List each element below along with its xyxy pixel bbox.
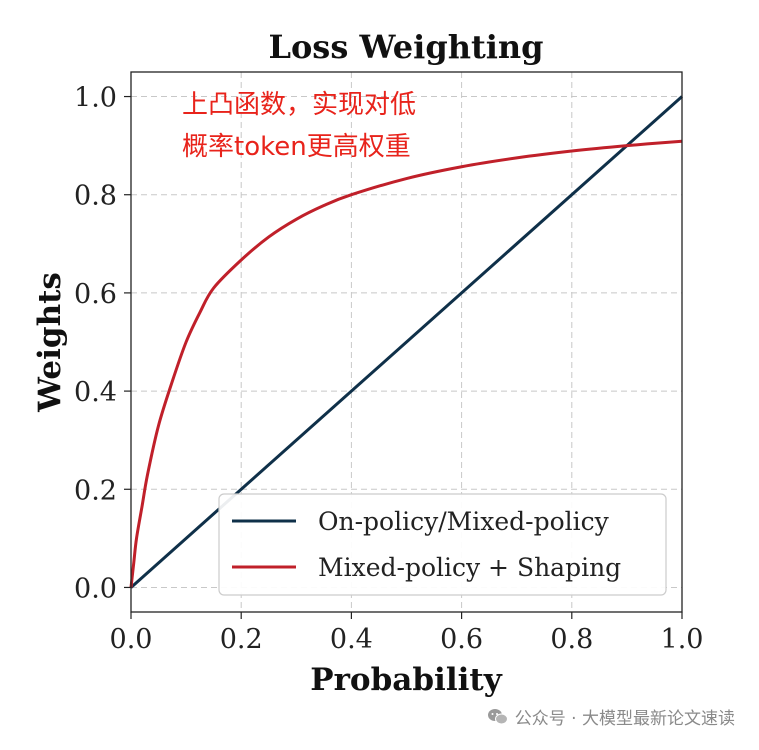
y-tick-label: 0.8 [74, 181, 117, 212]
x-tick-label: 1.0 [661, 624, 704, 655]
x-tick-label: 0.6 [440, 624, 483, 655]
grid-lines [131, 72, 682, 612]
legend-label-on-policy: On-policy/Mixed-policy [318, 507, 610, 536]
x-tick-label: 0.2 [220, 624, 263, 655]
annotation-line-1: 上凸函数，实现对低 [182, 90, 417, 120]
y-tick-label: 0.4 [74, 377, 117, 408]
chart-annotation: 上凸函数，实现对低 概率token更高权重 [182, 84, 416, 168]
chart-title: Loss Weighting [268, 28, 543, 66]
y-tick-label: 0.2 [74, 475, 117, 506]
x-tick-label: 0.0 [110, 624, 153, 655]
plot-frame [130, 71, 683, 613]
watermark: 公众号 · 大模型最新论文速读 [487, 704, 735, 729]
axis-ticks: 0.0 0.2 0.4 0.6 0.8 1.0 0.0 0.2 0.4 0.6 0.8 1.0 [74, 83, 703, 655]
x-axis-label: Probability [310, 662, 502, 698]
watermark-text: 公众号 · 大模型最新论文速读 [514, 709, 735, 729]
series-shaping-curve [129, 139, 683, 588]
annotation-line-2: 概率token更高权重 [182, 132, 411, 162]
legend: On-policy/Mixed-policy Mixed-policy + Sh… [218, 493, 667, 596]
x-tick-label: 0.4 [330, 624, 373, 655]
y-tick-label: 0.6 [74, 279, 117, 310]
y-tick-label: 0.0 [74, 573, 117, 604]
y-axis-label: Weights [32, 272, 68, 413]
legend-box [218, 493, 667, 596]
x-tick-label: 0.8 [550, 624, 593, 655]
y-tick-label: 1.0 [74, 83, 117, 114]
wechat-icon [487, 708, 508, 724]
legend-label-shaping: Mixed-policy + Shaping [318, 553, 621, 582]
